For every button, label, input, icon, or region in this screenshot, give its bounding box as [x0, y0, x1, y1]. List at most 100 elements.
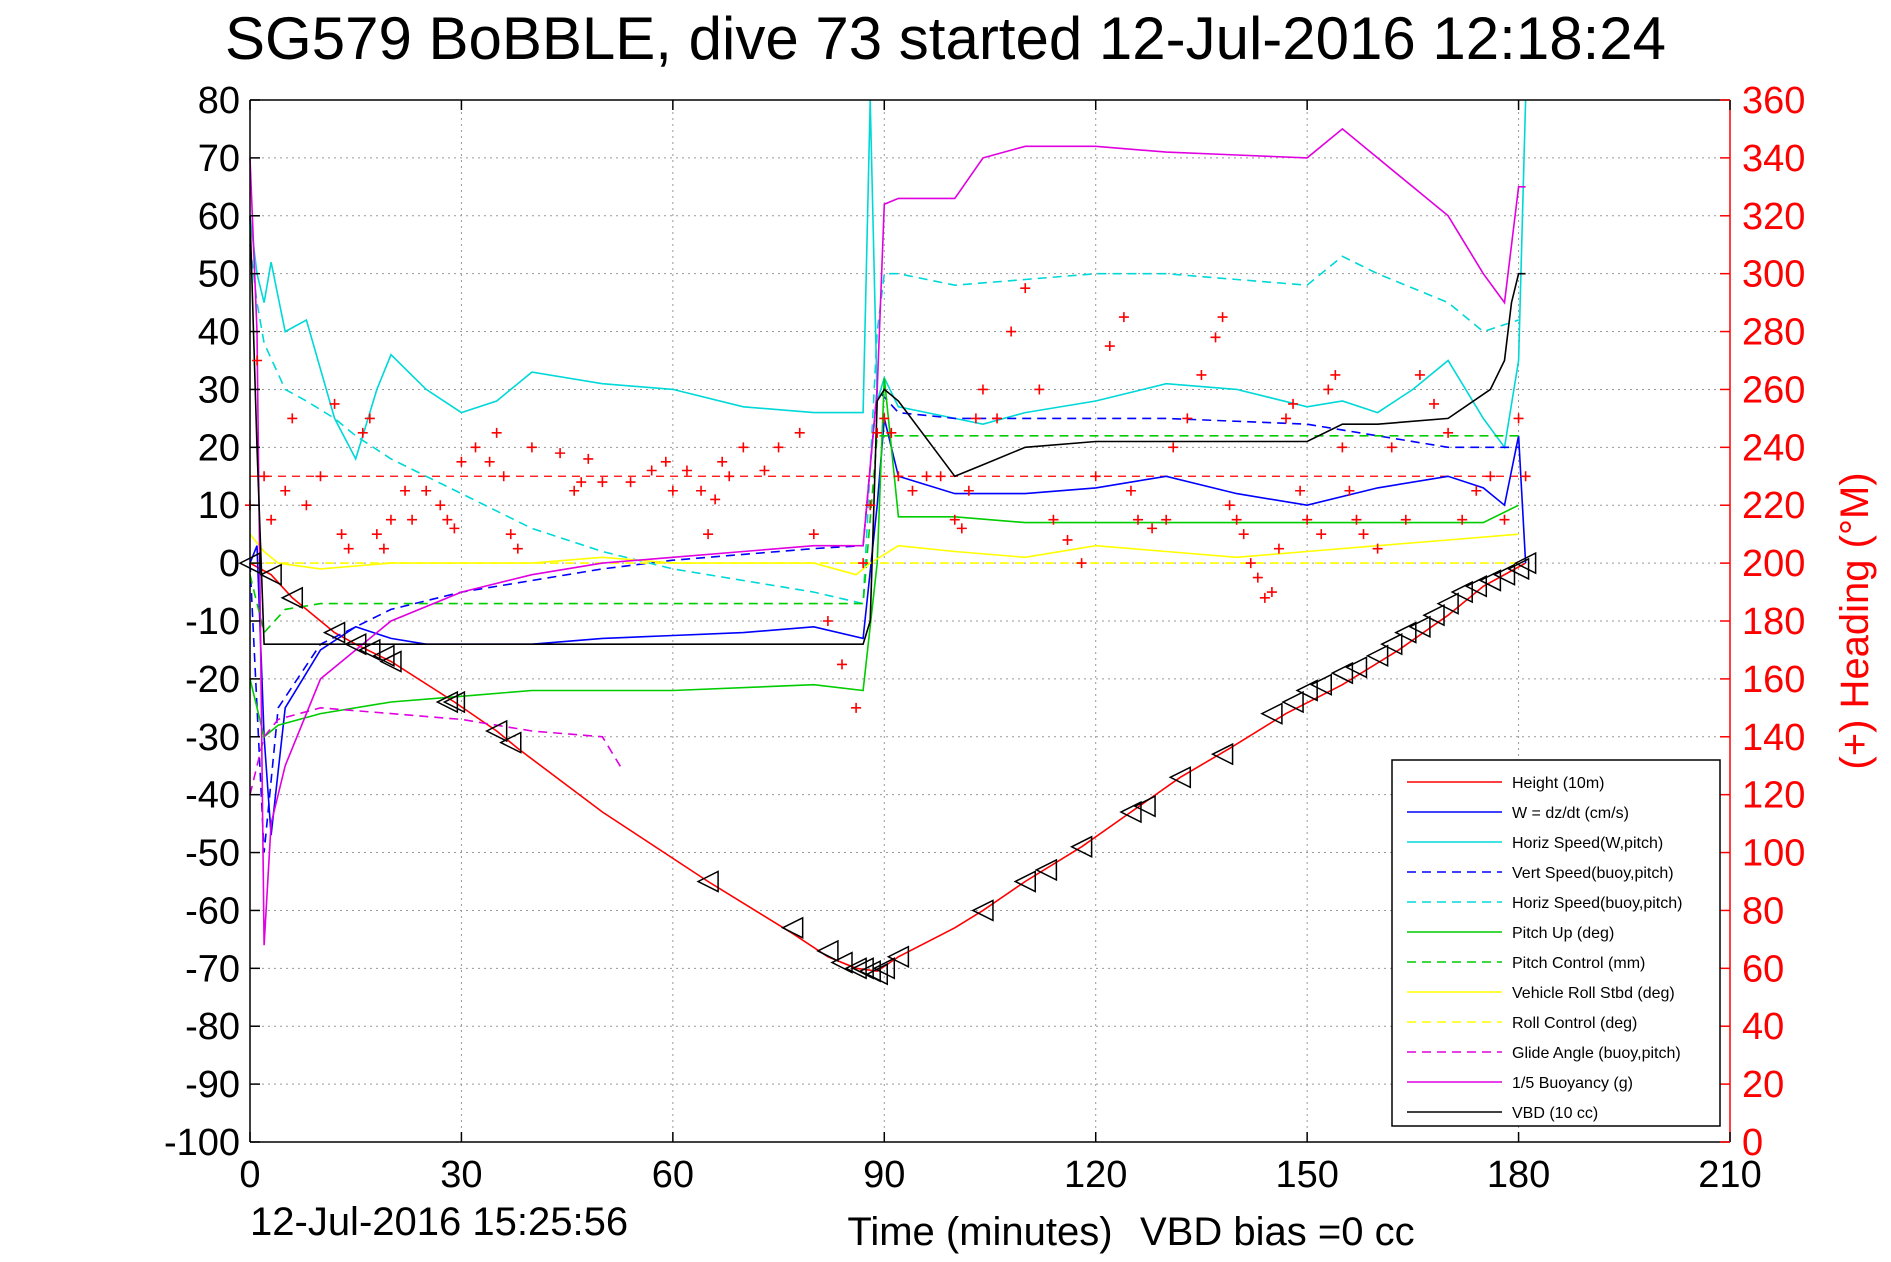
- heading-point: [266, 514, 277, 525]
- height-marker: [499, 731, 522, 754]
- y2-tick-label: 120: [1742, 775, 1805, 817]
- heading-point: [970, 413, 981, 424]
- height-marker: [1365, 644, 1389, 667]
- height-marker: [780, 916, 804, 940]
- x-tick-label: 180: [1487, 1154, 1550, 1196]
- heading-point: [1182, 413, 1193, 424]
- series-line-4: [249, 244, 1519, 605]
- heading-point: [1196, 369, 1207, 380]
- heading-point: [738, 442, 749, 453]
- height-marker: [1119, 800, 1142, 824]
- y2-tick-label: 240: [1742, 427, 1805, 469]
- y-tick-label: 20: [198, 427, 240, 469]
- heading-point: [893, 471, 904, 482]
- heading-point: [1344, 485, 1355, 496]
- heading-point: [1471, 485, 1482, 496]
- legend-label-11: VBD (10 cc): [1512, 1105, 1598, 1122]
- heading-point: [252, 355, 263, 366]
- heading-point: [1485, 471, 1496, 482]
- series-line-9: [249, 706, 625, 795]
- legend-label-10: 1/5 Buoyancy (g): [1512, 1075, 1633, 1092]
- heading-point: [992, 413, 1003, 424]
- height-marker: [280, 586, 304, 610]
- height-marker: [442, 690, 466, 714]
- height-marker: [1309, 673, 1332, 696]
- heading-point: [1034, 384, 1045, 395]
- x-tick-label: 0: [239, 1154, 260, 1196]
- heading-point: [1429, 398, 1439, 409]
- height-marker: [1260, 702, 1283, 725]
- heading-point: [1259, 592, 1270, 603]
- heading-point: [1499, 514, 1510, 525]
- height-marker: [1034, 858, 1058, 882]
- heading-point: [872, 427, 883, 438]
- height-marker: [1394, 621, 1417, 644]
- y2-tick-label: 160: [1742, 659, 1805, 701]
- series-line-5: [249, 377, 1519, 739]
- heading-point: [1288, 398, 1299, 409]
- heading-point: [385, 514, 396, 525]
- height-marker: [344, 632, 367, 656]
- heading-point: [400, 485, 411, 496]
- heading-point: [1006, 326, 1017, 337]
- legend-label-2: Horiz Speed(W,pitch): [1512, 835, 1663, 852]
- y2-tick-label: 20: [1742, 1064, 1784, 1106]
- y2-tick-label: 200: [1742, 543, 1805, 585]
- height-marker: [971, 899, 994, 922]
- heading-point: [879, 413, 890, 424]
- y2-tick-label: 180: [1742, 601, 1805, 643]
- heading-point: [921, 471, 932, 482]
- heading-point: [343, 543, 354, 554]
- heading-point: [1386, 442, 1397, 453]
- heading-point: [484, 456, 495, 467]
- series-line-11: [249, 215, 1526, 646]
- heading-point: [1104, 341, 1115, 352]
- height-marker: [816, 939, 839, 963]
- heading-point: [759, 465, 770, 476]
- series-line-6: [249, 434, 1519, 635]
- heading-point: [710, 494, 721, 505]
- heading-point: [1090, 471, 1101, 482]
- heading-point: [1147, 523, 1158, 534]
- heading-point: [1351, 514, 1362, 525]
- x-tick-label: 60: [652, 1154, 694, 1196]
- height-marker: [1492, 563, 1516, 586]
- legend-label-7: Vehicle Roll Stbd (deg): [1512, 985, 1675, 1002]
- height-marker: [379, 650, 402, 673]
- heading-point: [576, 477, 587, 488]
- heading-point: [1062, 534, 1073, 545]
- heading-point: [1168, 442, 1179, 453]
- legend-label-0: Height (10m): [1512, 775, 1604, 792]
- height-marker: [1380, 632, 1403, 656]
- height-marker: [484, 719, 508, 743]
- heading-point: [1457, 514, 1468, 525]
- heading-point: [1323, 384, 1334, 395]
- heading-point: [329, 398, 340, 409]
- y2-tick-label: 40: [1742, 1006, 1784, 1048]
- legend-label-1: W = dz/dt (cm/s): [1512, 805, 1629, 822]
- y2-tick-label: 320: [1742, 196, 1805, 238]
- height-marker: [1330, 661, 1354, 685]
- y-tick-label: -30: [185, 717, 240, 759]
- timestamp-footer: 12-Jul-2016 15:25:56: [250, 1200, 629, 1244]
- heading-point: [1337, 442, 1348, 453]
- height-marker: [1436, 592, 1459, 615]
- heading-point: [1076, 558, 1087, 569]
- height-marker: [1464, 575, 1488, 598]
- heading-point: [357, 427, 368, 438]
- y-tick-label: 0: [219, 543, 240, 585]
- heading-point: [505, 529, 516, 540]
- y-tick-label: 40: [198, 312, 240, 354]
- heading-point: [667, 485, 678, 496]
- heading-point: [442, 514, 453, 525]
- heading-point: [287, 413, 298, 424]
- heading-point: [977, 384, 988, 395]
- height-marker: [1513, 551, 1537, 575]
- heading-point: [364, 413, 375, 424]
- y-tick-label: -40: [185, 775, 240, 817]
- heading-point: [1266, 587, 1277, 598]
- legend-label-8: Roll Control (deg): [1512, 1015, 1637, 1032]
- heading-point: [1048, 514, 1059, 525]
- heading-point: [259, 471, 270, 482]
